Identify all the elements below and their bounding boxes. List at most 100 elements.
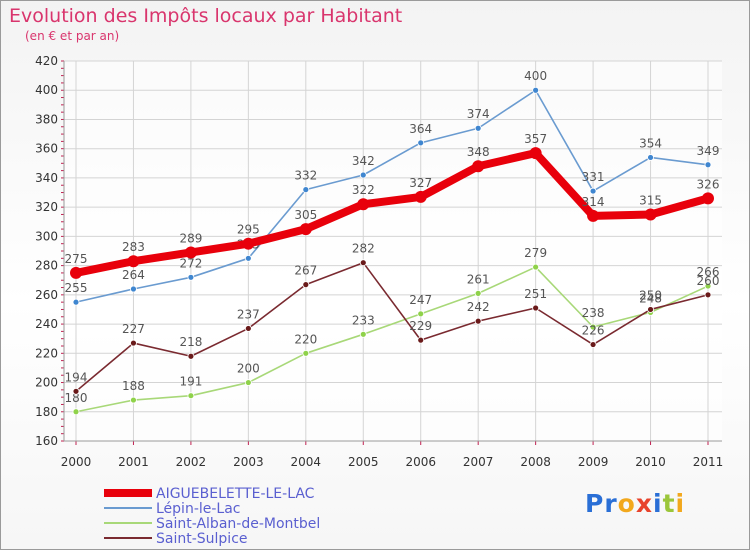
legend-item-l-pin-le-lac: Lépin-le-Lac <box>104 501 241 517</box>
y-tick-label: 340 <box>35 171 58 185</box>
data-point <box>299 223 312 236</box>
legend-label: AIGUEBELETTE-LE-LAC <box>156 486 315 502</box>
data-label: 251 <box>524 287 547 301</box>
data-point <box>644 208 657 221</box>
data-point <box>359 330 367 338</box>
series-line <box>75 261 709 393</box>
data-label: 279 <box>524 246 547 260</box>
data-label: 260 <box>697 274 720 288</box>
chart-subtitle: (en € et par an) <box>25 29 120 43</box>
data-label: 242 <box>467 300 490 314</box>
y-tick-label: 240 <box>35 317 58 331</box>
data-point <box>704 161 712 169</box>
y-tick-label: 400 <box>35 83 58 97</box>
y-tick-label: 420 <box>35 54 58 68</box>
x-tick-label: 2007 <box>463 455 494 469</box>
logo-letter: x <box>635 489 653 518</box>
data-label: 315 <box>639 193 662 207</box>
y-tick-label: 200 <box>35 376 58 390</box>
x-tick-label: 2002 <box>176 455 207 469</box>
logo-letter: r <box>604 489 618 518</box>
logo-letter: o <box>617 489 636 518</box>
data-point <box>244 379 252 386</box>
data-label: 348 <box>467 145 490 159</box>
logo-letter: i <box>653 489 663 518</box>
data-point <box>529 147 542 160</box>
legend-item-saint-alban-de-montbel: Saint-Alban-de-Montbel <box>104 516 320 532</box>
data-label: 237 <box>237 307 260 321</box>
data-label: 248 <box>639 291 662 305</box>
logo-letter: P <box>585 489 605 518</box>
data-label: 374 <box>467 107 490 121</box>
data-point <box>474 289 482 297</box>
data-point <box>72 298 80 306</box>
data-label: 364 <box>409 122 432 136</box>
y-tick-label: 320 <box>35 200 58 214</box>
y-tick-label: 160 <box>35 434 58 448</box>
series-line <box>75 89 709 303</box>
data-point <box>357 198 370 211</box>
data-label: 282 <box>352 242 375 256</box>
y-tick-label: 360 <box>35 142 58 156</box>
data-point <box>244 325 252 332</box>
data-point <box>589 187 597 195</box>
series-saint-sulpice: 194 227 218 237 267 282 229 242 251 226 250 260 <box>65 242 720 395</box>
data-point <box>187 392 195 400</box>
x-tick-label: 2009 <box>578 455 609 469</box>
data-label: 272 <box>179 256 202 270</box>
data-point <box>417 139 425 147</box>
data-point <box>184 246 197 259</box>
series-l-pin-le-lac: 255264272285332342364374400331354349 <box>65 69 720 306</box>
data-point <box>702 192 714 205</box>
data-point <box>302 349 310 357</box>
data-label: 349 <box>697 144 720 158</box>
data-label: 305 <box>294 208 317 222</box>
x-tick-label: 2004 <box>291 455 322 469</box>
logo-letter: t <box>662 489 676 518</box>
data-point <box>532 263 540 271</box>
data-point <box>647 154 654 161</box>
series-line <box>75 266 709 413</box>
y-tick-label: 380 <box>35 112 58 126</box>
data-label: 332 <box>294 169 317 183</box>
data-point <box>417 336 425 344</box>
x-tick-label: 2010 <box>635 455 666 469</box>
data-label: 188 <box>122 379 145 393</box>
y-tick-label: 180 <box>35 405 58 419</box>
x-tick-label: 2005 <box>348 455 379 469</box>
data-point <box>130 396 137 404</box>
proxiti-logo: Proxiti <box>585 489 685 518</box>
data-label: 275 <box>65 252 88 266</box>
data-point <box>587 209 600 222</box>
legend-item-saint-sulpice: Saint-Sulpice <box>104 531 248 547</box>
y-tick-label: 220 <box>35 346 58 360</box>
data-point <box>474 124 482 132</box>
y-tick-label: 280 <box>35 259 58 273</box>
x-tick-label: 2003 <box>233 455 264 469</box>
data-point <box>359 171 367 179</box>
data-point <box>532 304 540 312</box>
data-label: 229 <box>409 319 432 333</box>
data-point <box>244 254 252 262</box>
plot-area <box>64 61 722 441</box>
data-label: 238 <box>582 306 605 320</box>
data-label: 264 <box>122 268 145 282</box>
x-tick-label: 2006 <box>405 455 436 469</box>
data-point <box>474 317 482 325</box>
data-point <box>589 323 597 331</box>
data-label: 322 <box>352 183 375 197</box>
data-point <box>647 306 654 313</box>
data-point <box>130 285 137 293</box>
data-label: 342 <box>352 154 375 168</box>
data-label: 327 <box>409 176 432 190</box>
data-point <box>414 190 427 203</box>
data-label: 400 <box>524 69 547 83</box>
data-label: 255 <box>65 281 88 295</box>
data-label: 218 <box>179 335 202 349</box>
data-point <box>72 408 80 416</box>
data-label: 354 <box>639 136 662 150</box>
y-tick-label: 300 <box>35 229 58 243</box>
data-label: 250 <box>639 288 662 302</box>
